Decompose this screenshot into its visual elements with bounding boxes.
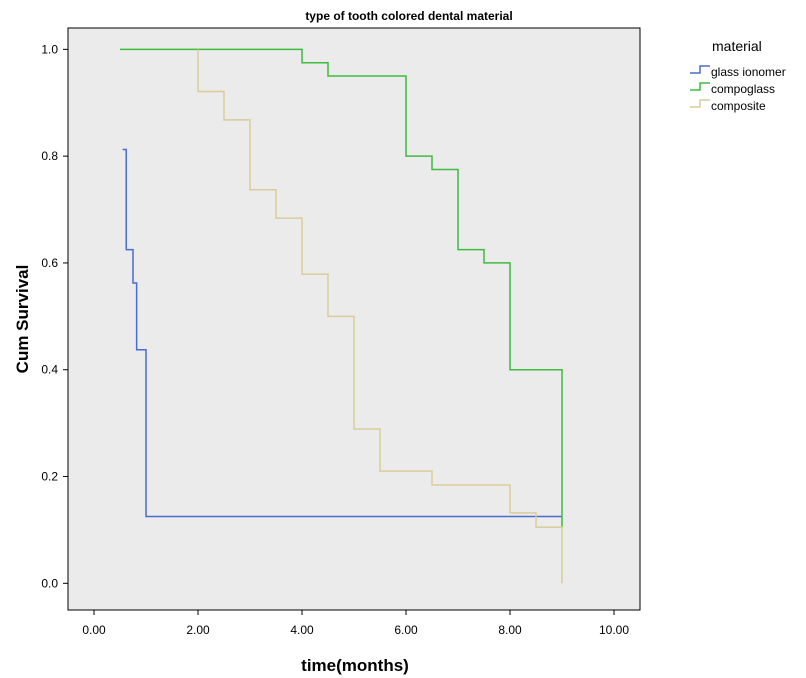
- legend-swatch: [690, 82, 710, 91]
- x-tick-label: 4.00: [290, 623, 314, 637]
- series-composite-line: [197, 49, 563, 584]
- legend-swatch: [690, 99, 710, 108]
- y-axis-label: Cum Survival: [13, 265, 32, 374]
- legend: material glass ionomer compoglass composit…: [690, 38, 786, 113]
- y-tick-label: 0.2: [41, 470, 58, 484]
- x-tick-label: 2.00: [186, 623, 210, 637]
- y-tick-label: 0.8: [41, 149, 58, 163]
- y-tick-label: 1.0: [41, 42, 58, 56]
- x-tick-label: 8.00: [498, 623, 522, 637]
- x-axis-label: time(months): [301, 656, 409, 675]
- series-glass-ionomer-line: [122, 148, 562, 518]
- legend-label: composite: [711, 99, 766, 113]
- y-axis: 0.0 0.2 0.4 0.6 0.8 1.0: [41, 42, 68, 590]
- y-tick-label: 0.0: [41, 576, 58, 590]
- x-tick-label: 10.00: [599, 623, 629, 637]
- legend-label: compoglass: [711, 82, 775, 96]
- legend-label: glass ionomer: [711, 65, 786, 79]
- series-layer: [120, 48, 563, 584]
- y-tick-label: 0.6: [41, 256, 58, 270]
- x-axis: 0.00 2.00 4.00 6.00 8.00 10.00: [82, 610, 629, 637]
- x-tick-label: 6.00: [394, 623, 418, 637]
- series-compoglass-line: [120, 48, 563, 528]
- legend-swatch: [690, 65, 710, 74]
- y-tick-label: 0.4: [41, 363, 58, 377]
- legend-title: material: [712, 38, 762, 54]
- chart-title: type of tooth colored dental material: [305, 9, 512, 23]
- x-tick-label: 0.00: [82, 623, 106, 637]
